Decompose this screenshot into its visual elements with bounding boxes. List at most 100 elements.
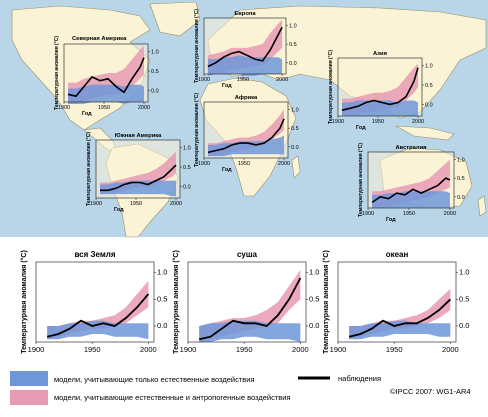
- chart-south-america: 1900 1950 2000 0.0 0.5 1.0 Год Температурная ан…: [86, 132, 191, 213]
- y-axis-label: Температурная аномалия (°C): [358, 143, 364, 217]
- y-tick-label: 0.5: [289, 42, 297, 48]
- x-axis-label: Год: [222, 167, 232, 173]
- y-tick-label: 0.0: [151, 88, 159, 94]
- y-tick-label: 1.0: [309, 268, 319, 277]
- x-tick-label: 1900: [332, 119, 344, 125]
- new-zealand-landmass: [477, 195, 487, 217]
- plot-frame: [337, 261, 457, 343]
- y-tick-label: 0.5: [309, 294, 319, 303]
- chart-title: вся Земля: [74, 250, 115, 259]
- x-axis-label: Год: [356, 125, 366, 131]
- x-tick-label: 2000: [442, 345, 459, 354]
- natural-band-africa: [208, 135, 284, 157]
- observed-line-south-america: [100, 164, 177, 192]
- legend: модели, учитывающие только естественные …: [10, 371, 471, 405]
- x-tick-label: 1950: [237, 77, 249, 83]
- legend-label-combined: модели, учитывающие естественные и антро…: [54, 393, 291, 402]
- x-tick-label: 2000: [278, 161, 290, 167]
- y-tick-label: 1.0: [151, 50, 159, 56]
- y-tick-label: 0.5: [459, 294, 469, 303]
- y-axis-label: Температурная аномалия (°C): [194, 9, 200, 83]
- chart-title: океан: [386, 250, 409, 259]
- y-tick-label: 0.5: [291, 126, 299, 132]
- chart-asia: 1900 1950 2000 0.0 0.5 1.0 Год Температурная ан…: [328, 50, 433, 131]
- y-tick-label: 0.5: [151, 69, 159, 75]
- x-tick-label: 2000: [276, 77, 288, 83]
- chart-land: 1900 1950 2000 0.0 0.5 1.0 Температурная анома…: [172, 250, 319, 354]
- x-tick-label: 1900: [90, 201, 102, 207]
- chart-title: Европа: [234, 11, 256, 17]
- x-tick-label: 1950: [238, 161, 250, 167]
- plot-frame: [203, 17, 287, 75]
- x-axis-label: Год: [82, 111, 92, 117]
- observed-line-ocean: [348, 298, 452, 338]
- plot-frame: [63, 43, 149, 103]
- chart-europe: 1900 1950 2000 0.0 0.5 1.0 Год Температурная ан…: [194, 9, 297, 89]
- chart-north-america: 1900 1950 2000 0.0 0.5 1.0 Год Температурная ан…: [54, 36, 159, 117]
- x-tick-label: 1900: [198, 77, 210, 83]
- x-tick-label: 1950: [130, 201, 142, 207]
- y-axis-label: Температурная аномалия (°C): [172, 250, 180, 354]
- x-tick-label: 1950: [98, 105, 110, 111]
- x-tick-label: 1900: [28, 345, 45, 354]
- chart-global: 1900 1950 2000 0.0 0.5 1.0 Температурная анома…: [20, 250, 167, 354]
- greenland-landmass: [149, 1, 201, 37]
- natural-band-europe: [207, 55, 283, 76]
- x-tick-label: 1900: [330, 345, 347, 354]
- legend-swatch-natural: [10, 371, 48, 386]
- y-axis-label: Температурная аномалия (°C): [54, 36, 60, 110]
- chart-ocean: 1900 1950 2000 0.0 0.5 1.0 Температурная анома…: [322, 250, 469, 354]
- x-tick-label: 2000: [444, 211, 456, 217]
- x-tick-label: 1950: [403, 211, 415, 217]
- plot-frame: [337, 57, 423, 117]
- chart-title: Северная Америка: [72, 36, 127, 42]
- y-tick-label: 0.0: [183, 184, 191, 190]
- plot-frame: [203, 101, 289, 159]
- observed-line-global: [46, 293, 150, 338]
- observed-line-europe: [207, 26, 283, 68]
- y-tick-label: 1.0: [457, 157, 465, 163]
- y-tick-label: 0.0: [291, 145, 299, 151]
- y-axis-label: Температурная аномалия (°C): [328, 50, 334, 124]
- x-tick-label: 1950: [372, 119, 384, 125]
- y-tick-label: 1.0: [291, 107, 299, 113]
- plot-frame: [367, 151, 455, 209]
- y-axis-label: Температурная аномалия (°C): [322, 250, 330, 354]
- observed-line-asia: [341, 67, 419, 111]
- legend-swatch-combined: [10, 390, 48, 405]
- chart-australia: 1900 1950 2000 0.0 0.5 1.0 Год Температурная ан…: [358, 143, 465, 223]
- plot-frame: [95, 139, 181, 199]
- x-axis-label: Год: [386, 217, 396, 223]
- natural-band-global: [47, 320, 149, 340]
- x-tick-label: 2000: [412, 119, 424, 125]
- x-tick-label: 2000: [140, 345, 157, 354]
- x-axis-label: Год: [114, 207, 124, 213]
- x-tick-label: 1950: [84, 345, 101, 354]
- y-tick-label: 1.0: [425, 64, 433, 70]
- y-tick-label: 0.0: [157, 321, 167, 330]
- x-tick-label: 2000: [292, 345, 309, 354]
- y-axis-label: Температурная аномалия (°C): [20, 250, 28, 354]
- madagascar-landmass: [291, 155, 301, 179]
- chart-title: Азия: [373, 51, 387, 57]
- y-tick-label: 1.0: [459, 268, 469, 277]
- natural-band-ocean: [349, 320, 451, 340]
- chart-title: суша: [237, 250, 258, 259]
- y-tick-label: 1.0: [157, 268, 167, 277]
- x-tick-label: 1900: [198, 161, 210, 167]
- y-tick-label: 0.5: [183, 165, 191, 171]
- observed-line-africa: [207, 118, 285, 154]
- x-tick-label: 2000: [138, 105, 150, 111]
- x-tick-label: 1900: [58, 105, 70, 111]
- y-tick-label: 1.0: [183, 146, 191, 152]
- plot-frame: [35, 261, 155, 343]
- y-tick-label: 0.5: [457, 176, 465, 182]
- observed-line-australia: [371, 177, 451, 204]
- observed-line-land: [198, 277, 302, 341]
- x-axis-label: Год: [222, 83, 232, 89]
- indonesia-landmass: [395, 125, 455, 141]
- x-tick-label: 1950: [236, 345, 253, 354]
- y-tick-label: 0.0: [309, 321, 319, 330]
- credit-text: ©IPCC 2007: WG1-AR4: [390, 387, 471, 396]
